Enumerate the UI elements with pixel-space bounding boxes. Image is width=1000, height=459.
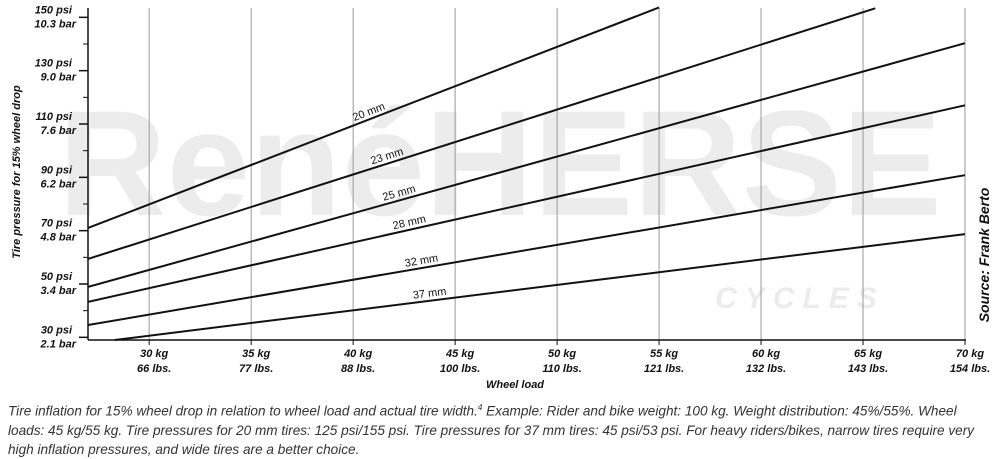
- caption-ref: 4: [477, 403, 483, 412]
- caption-main: Tire inflation for 15% wheel drop in rel…: [8, 403, 478, 419]
- y-tick-sublabel: 2.1 bar: [40, 338, 77, 350]
- x-tick-sublabel: 154 lbs.: [950, 363, 990, 375]
- y-tick-sublabel: 10.3 bar: [34, 18, 76, 30]
- series-line: [114, 233, 966, 341]
- x-tick-sublabel: 132 lbs.: [746, 363, 786, 375]
- x-tick-label: 30 kg: [140, 348, 168, 360]
- y-tick-label: 110 psi: [36, 111, 73, 123]
- y-tick-label: 50 psi: [41, 271, 73, 283]
- y-tick-sublabel: 6.2 bar: [41, 178, 77, 190]
- x-tick-label: 35 kg: [242, 348, 270, 360]
- chart: RenéHERSE CYCLES Tire pressure for 15% w…: [11, 4, 992, 391]
- x-tick-label: 45 kg: [445, 348, 474, 360]
- caption-rest: Example: Rider and bike weight: 100 kg. …: [8, 403, 975, 457]
- y-tick-sublabel: 9.0 bar: [41, 72, 77, 84]
- watermark: RenéHERSE: [58, 79, 942, 247]
- series-label: 32 mm: [404, 252, 439, 269]
- x-tick-sublabel: 88 lbs.: [341, 363, 375, 375]
- series-line: [88, 42, 966, 288]
- x-tick-sublabel: 110 lbs.: [542, 363, 582, 375]
- series-line: [88, 7, 876, 260]
- x-tick-label: 40 kg: [343, 348, 372, 360]
- x-axis-title: Wheel load: [486, 379, 544, 391]
- x-tick-label: 50 kg: [548, 348, 576, 360]
- x-tick-sublabel: 143 lbs.: [848, 363, 888, 375]
- series-line: [88, 6, 660, 229]
- series-line: [88, 104, 966, 303]
- x-tick-sublabel: 100 lbs.: [440, 363, 480, 375]
- x-tick-label: 60 kg: [752, 348, 780, 360]
- y-tick-sublabel: 4.8 bar: [40, 232, 77, 244]
- source: Source: Frank Berto: [976, 187, 992, 322]
- x-tick-label: 65 kg: [854, 348, 882, 360]
- series-label: 37 mm: [412, 286, 447, 302]
- y-tick-label: 150 psi: [35, 4, 73, 16]
- y-tick-sublabel: 3.4 bar: [41, 285, 77, 297]
- y-tick-label: 130 psi: [35, 58, 73, 70]
- y-tick-label: 30 psi: [41, 324, 73, 336]
- lines: [88, 6, 966, 341]
- x-tick-sublabel: 66 lbs.: [137, 363, 171, 375]
- x-tick-label: 70 kg: [956, 348, 984, 360]
- x-tick-label: 55 kg: [650, 348, 678, 360]
- x-tick-sublabel: 121 lbs.: [644, 363, 684, 375]
- y-tick-label: 90 psi: [41, 164, 73, 176]
- y-tick-sublabel: 7.6 bar: [41, 125, 77, 137]
- watermark-sub: CYCLES: [715, 282, 885, 315]
- y-axis-title: Tire pressure for 15% wheel drop: [11, 85, 23, 259]
- y-tick-label: 70 psi: [41, 218, 73, 230]
- caption: Tire inflation for 15% wheel drop in rel…: [8, 398, 993, 459]
- x-tick-sublabel: 77 lbs.: [239, 363, 273, 375]
- series-line: [88, 174, 966, 327]
